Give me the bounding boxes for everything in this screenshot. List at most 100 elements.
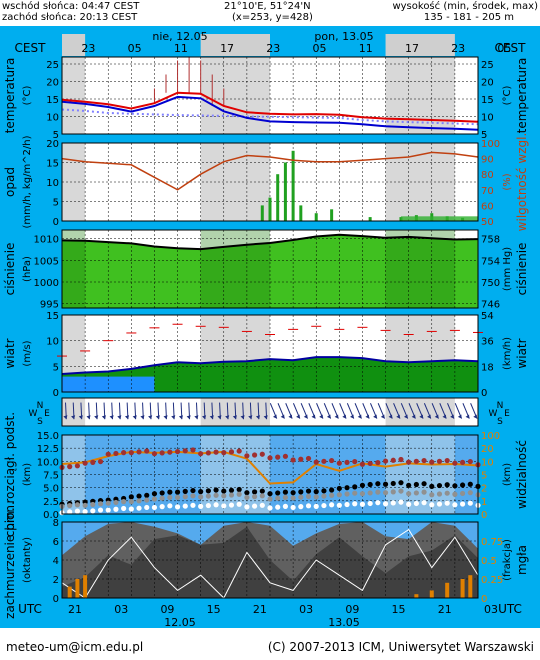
wind-direction-arrow [447,403,455,419]
cloud-base-dot [213,449,219,455]
cloud-base-dot [167,494,173,501]
cloud-base-dot [144,497,150,503]
cloud-base-dot [267,491,273,497]
panel-border [61,521,479,599]
y-axis-label-right: widzialność [515,440,529,509]
y-tick-label-right: 746 [481,300,500,311]
precip-bar [283,162,287,221]
wind-direction-arrow [370,403,378,419]
cloud-base-dot [275,504,281,510]
arrow-head [217,415,222,420]
cloud-base-dot [244,504,250,510]
arrow-head [78,415,83,420]
y-tick-label-right: 0 [481,510,487,521]
panel-border [61,434,479,515]
cloud-base-dot [82,509,88,515]
cloud-base-dot [375,460,381,466]
cloud-base-dot [436,501,443,507]
cloud-base-dot [128,494,134,500]
cloud-base-dot [344,501,350,508]
cloud-base-dot [375,489,381,495]
cloud-base-dot [144,492,150,498]
y-tick-label-right: 18 [481,362,494,373]
y-tick-label-right: 2 [481,484,487,495]
cloud-base-dot [259,451,265,457]
compass-s: S [497,417,503,427]
y-tick-label: 25 [46,60,59,71]
cloud-base-dot [398,488,404,494]
bottom-day2: 13.05 [328,616,360,628]
air-temp-line [61,91,479,123]
wind-direction-arrow [331,403,339,419]
cloud-base-dot [429,483,435,489]
arrow-head [225,415,230,420]
compass-e: E [44,409,50,419]
y-tick-label: 10 [46,337,59,348]
cloud-base-dot [321,502,327,509]
arrow-head [280,414,285,419]
cloud-base-dot [467,500,473,506]
y-tick-label-right: 36 [481,337,494,348]
cloud-base-dot [329,502,335,508]
arrow-head [342,414,347,419]
wind-direction-arrow [400,403,409,419]
wind-direction-arrow [308,403,316,419]
y-tick-label-right: 0.25 [481,575,503,586]
wind-direction-arrow [354,403,362,419]
arrow-head [101,415,106,420]
panel-night-band [62,143,86,221]
arrow-head [311,414,316,419]
cloud-base-dot [190,487,196,494]
cloud-base-dot [282,489,289,495]
cloud-base-dot [221,488,227,494]
cloud-base-dot [459,490,466,497]
cloud-base-dot [321,488,327,494]
cloud-base-dot [429,502,435,508]
y-axis-unit: (oktanty) [22,537,33,583]
cloud-base-dot [352,490,358,496]
precip-bar [314,213,318,221]
cloud-base-dot [267,505,273,511]
wind-direction-arrow [346,403,355,419]
header: wschód słońca: 04:47 CEST zachód słońca:… [0,0,540,26]
bottom-hour-label: 15 [207,603,221,616]
y-tick-label-right: 80 [481,170,494,181]
y-tick-label: 15 [46,95,59,106]
cloud-base-dot [167,503,173,509]
y-tick-label-right: 70 [481,186,494,197]
wind-direction-arrow [300,403,309,419]
y-axis-unit: (hPa) [22,256,33,282]
cloud-base-dot [429,459,435,465]
cloud-base-dot [90,459,96,465]
arrow-head [140,415,145,420]
arrow-head [434,414,439,419]
arrow-head [403,414,408,419]
cloud-base-dot [459,482,466,488]
cloud-base-dot [359,501,366,507]
footer-email[interactable]: meteo-um@icm.edu.pl [6,640,144,654]
cloud-base-dot [382,481,389,487]
cloud-base-dot [467,481,473,487]
cloud-base-dot [452,483,458,489]
y-tick-label: 20 [46,139,59,150]
compass-e: E [504,409,510,419]
wind-direction-arrow [101,402,106,420]
fog-bar [445,582,450,598]
top-hour-label: 23 [81,42,95,55]
wind-direction-arrow [316,403,324,419]
wind-direction-arrow [124,402,130,420]
cloud-base-dot [182,503,188,509]
arrow-head [148,415,153,420]
footer-copyright: (C) 2007-2013 ICM, Uniwersytet Warszawsk… [267,640,534,654]
cloud-base-dot [198,503,204,509]
y-tick-label-right: 50 [481,217,494,228]
cloud-base-dot [298,504,304,510]
cloud-base-dot [228,502,235,508]
cloud-base-dot [452,460,458,466]
cloud-base-dot [329,487,335,493]
cloud-base-dot [213,487,219,493]
wind-direction-arrow [462,403,470,419]
cloud-base-dot [421,489,427,495]
y-tick-label-right: 100 [481,431,500,442]
